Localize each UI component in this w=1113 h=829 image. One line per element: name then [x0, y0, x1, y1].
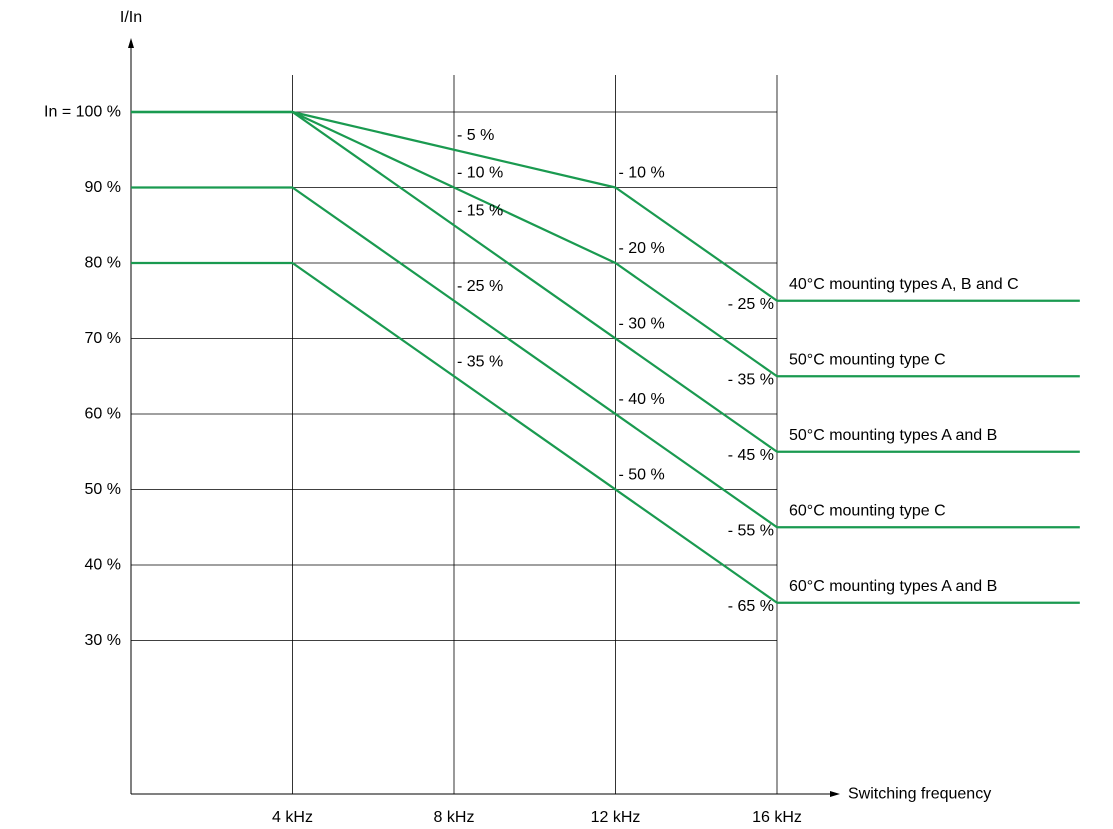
x-tick-label: 4 kHz [272, 809, 313, 826]
grid [131, 75, 778, 794]
y-tick-label: In = 100 % [44, 104, 121, 121]
percent-annotation: - 45 % [728, 447, 774, 464]
percent-annotation: - 10 % [619, 165, 665, 182]
percent-annotation: - 10 % [457, 165, 503, 182]
x-axis-arrow-icon [830, 791, 840, 797]
percent-annotation: - 35 % [728, 371, 774, 388]
percent-annotation: - 55 % [728, 522, 774, 539]
series-line [131, 110, 1080, 453]
tick-labels: In = 100 % 90 % 80 % 70 % 60 % 50 % 40 % 30 % 4 … [44, 104, 802, 827]
y-tick-label: 80 % [85, 255, 121, 272]
axes: I/In Switching frequency [120, 9, 991, 803]
percent-annotation: - 25 % [728, 296, 774, 313]
x-tick-label: 12 kHz [591, 809, 641, 826]
percent-annotation: - 35 % [457, 353, 503, 370]
series-label: 50°C mounting types A and B [789, 427, 997, 444]
y-axis-arrow-icon [128, 38, 134, 48]
y-tick-label: 90 % [85, 179, 121, 196]
series-line [131, 186, 1080, 529]
y-tick-label: 60 % [85, 406, 121, 423]
y-tick-label: 40 % [85, 557, 121, 574]
annotations: - 5 % - 10 % - 15 % - 25 % - 35 % - 10 % - 20 … [457, 127, 774, 615]
percent-annotation: - 50 % [619, 467, 665, 484]
percent-annotation: - 5 % [457, 127, 494, 144]
series-lines: 40°C mounting types A, B and C 50°C mount… [131, 110, 1080, 604]
x-tick-label: 8 kHz [434, 809, 475, 826]
x-axis-label: Switching frequency [848, 786, 991, 803]
percent-annotation: - 30 % [619, 316, 665, 333]
x-tick-label: 16 kHz [752, 809, 802, 826]
percent-annotation: - 40 % [619, 391, 665, 408]
y-tick-label: 70 % [85, 330, 121, 347]
series-line [131, 261, 1080, 604]
percent-annotation: - 25 % [457, 278, 503, 295]
percent-annotation: - 15 % [457, 202, 503, 219]
series-line [131, 110, 1080, 378]
y-tick-label: 50 % [85, 481, 121, 498]
series-label: 60°C mounting types A and B [789, 578, 997, 595]
series-label: 40°C mounting types A, B and C [789, 276, 1019, 293]
y-tick-label: 30 % [85, 632, 121, 649]
series-label: 50°C mounting type C [789, 351, 946, 368]
series-line [131, 110, 1080, 302]
percent-annotation: - 65 % [728, 598, 774, 615]
y-axis-label: I/In [120, 9, 142, 26]
series-label: 60°C mounting type C [789, 502, 946, 519]
percent-annotation: - 20 % [619, 240, 665, 257]
